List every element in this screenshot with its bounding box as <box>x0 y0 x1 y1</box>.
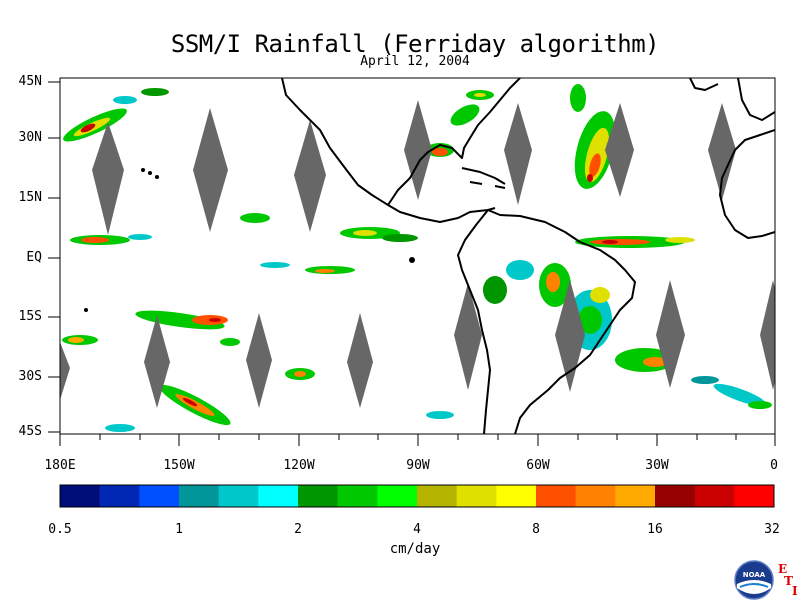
colorbar-swatch-11 <box>496 485 537 507</box>
colorbar-swatch-0 <box>60 485 100 507</box>
lat-label-15n: 15N <box>18 190 42 205</box>
rain-band-north-atlantic <box>570 84 616 189</box>
colorbar-tick-1: 1 <box>175 522 183 537</box>
colorbar <box>60 485 775 507</box>
logo-letter-e: E <box>778 562 788 576</box>
north-america-coast <box>281 78 496 223</box>
logo-letter-t: T <box>784 574 793 588</box>
colorbar-swatch-14 <box>615 485 656 507</box>
noaa-logo-icon: NOAA <box>734 560 774 600</box>
colorbar-tick-6: 32 <box>764 522 780 537</box>
colorbar-tick-3: 4 <box>413 522 421 537</box>
lon-label-30w: 30W <box>645 458 669 473</box>
colorbar-swatch-7 <box>337 485 378 507</box>
colorbar-swatch-9 <box>417 485 457 507</box>
south-america-coast <box>487 209 636 434</box>
colorbar-swatch-12 <box>536 485 576 507</box>
colorbar-swatch-3 <box>179 485 219 507</box>
colorbar-swatch-2 <box>139 485 180 507</box>
rain-band-spcz <box>62 310 315 380</box>
map-title: SSM/I Rainfall (Ferriday algorithm) <box>170 30 660 58</box>
rain-band-south-pacific-storm <box>105 384 454 432</box>
rain-band-itcz-atlantic <box>575 236 695 248</box>
orbit-gaps <box>60 100 775 408</box>
map-date: April 12, 2004 <box>360 54 470 69</box>
colorbar-tick-2: 2 <box>294 522 302 537</box>
greenland-coast <box>689 78 719 91</box>
lat-label-30n: 30N <box>18 130 42 145</box>
colorbar-tick-0: 0.5 <box>48 522 72 537</box>
colorbar-tick-5: 16 <box>647 522 663 537</box>
colorbar-swatch-15 <box>655 485 695 507</box>
lat-label-45s: 45S <box>18 424 42 439</box>
rain-bands <box>62 84 772 432</box>
logo-letter-i: I <box>792 584 798 598</box>
colorbar-swatch-13 <box>575 485 616 507</box>
lat-label-45n: 45N <box>18 74 42 89</box>
colorbar-swatch-17 <box>734 485 775 507</box>
coastlines <box>281 78 775 434</box>
lon-label-0: 0 <box>770 458 778 473</box>
colorbar-tick-4: 8 <box>532 522 540 537</box>
noaa-logo-text: NOAA <box>743 571 766 579</box>
colorbar-swatch-8 <box>377 485 418 507</box>
europe-africa-coast <box>719 78 775 239</box>
colorbar-frame <box>59 484 775 508</box>
lat-label-eq: EQ <box>26 250 42 265</box>
noaa-logo: NOAA <box>734 560 774 600</box>
colorbar-swatch-5 <box>258 485 299 507</box>
colorbar-swatch-10 <box>456 485 497 507</box>
caribbean-islands <box>461 167 506 189</box>
south-america-west-coast <box>457 209 491 434</box>
gulf-coast <box>387 78 521 206</box>
islands <box>84 168 415 312</box>
rainfall-map <box>48 77 776 508</box>
rain-band-itcz-west <box>70 213 418 274</box>
lon-label-60w: 60W <box>526 458 550 473</box>
rain-band-south-atlantic <box>615 348 772 409</box>
colorbar-units: cm/day <box>389 541 441 557</box>
colorbar-swatch-16 <box>694 485 735 507</box>
rain-band-nw-pacific <box>63 88 169 142</box>
lat-label-30s: 30S <box>18 369 42 384</box>
lon-label-150w: 150W <box>163 458 195 473</box>
lon-label-90w: 90W <box>406 458 430 473</box>
axis-ticks <box>48 81 776 446</box>
rain-band-gulf-of-mexico <box>426 90 494 157</box>
lon-label-180e: 180E <box>44 458 76 473</box>
colorbar-swatch-6 <box>298 485 338 507</box>
lat-label-15s: 15S <box>18 309 42 324</box>
rain-band-amazon <box>483 260 612 350</box>
lon-label-120w: 120W <box>283 458 315 473</box>
colorbar-swatch-4 <box>218 485 259 507</box>
colorbar-swatch-1 <box>99 485 140 507</box>
